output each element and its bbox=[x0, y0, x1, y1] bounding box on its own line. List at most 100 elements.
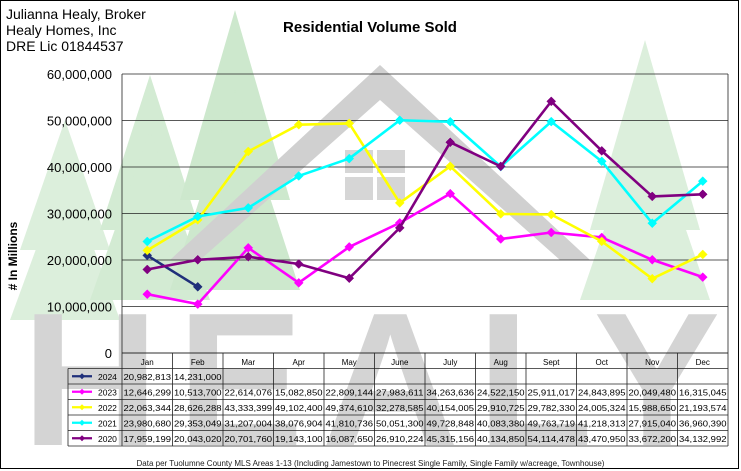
legend-label: 2021 bbox=[98, 418, 117, 428]
data-point-2021 bbox=[697, 176, 708, 186]
data-point-2022 bbox=[546, 209, 557, 220]
x-tick-label: Jan bbox=[141, 358, 154, 367]
data-point-2022 bbox=[243, 146, 254, 157]
legend-marker-2022 bbox=[79, 404, 85, 411]
data-table-cell: 40,083,380 bbox=[477, 418, 525, 428]
data-table-cell: 49,728,848 bbox=[427, 418, 475, 428]
data-table-cell: 27,983,611 bbox=[376, 387, 424, 397]
data-table-cell: 45,315,156 bbox=[427, 434, 475, 444]
data-point-2021 bbox=[546, 116, 557, 127]
data-table-cell: 40,154,005 bbox=[427, 403, 475, 413]
data-point-2022 bbox=[647, 273, 658, 284]
data-point-2022 bbox=[697, 249, 708, 260]
data-point-2020 bbox=[243, 251, 254, 262]
broker-line-3: DRE Lic 01844537 bbox=[6, 38, 124, 54]
data-table-cell: 16,087,650 bbox=[326, 434, 374, 444]
data-point-2020 bbox=[546, 96, 557, 107]
data-point-2023 bbox=[495, 234, 506, 244]
data-table-cell: 24,843,895 bbox=[578, 387, 626, 397]
x-tick-label: Feb bbox=[191, 358, 205, 367]
legend-marker-2024 bbox=[79, 373, 85, 380]
data-point-2020 bbox=[394, 223, 405, 233]
y-tick-label: 40,000,000 bbox=[47, 160, 112, 175]
data-point-2021 bbox=[445, 116, 456, 127]
legend-marker-2020 bbox=[79, 435, 85, 442]
y-tick-label: 60,000,000 bbox=[47, 67, 112, 82]
data-table-cell: 32,278,585 bbox=[376, 403, 424, 413]
data-table-cell: 23,980,680 bbox=[124, 418, 172, 428]
data-table-cell: 17,959,199 bbox=[124, 434, 172, 444]
data-table-cell: 20,982,813 bbox=[124, 372, 172, 382]
data-point-2023 bbox=[697, 272, 708, 282]
y-tick-label: 0 bbox=[105, 346, 112, 361]
data-point-2021 bbox=[293, 171, 304, 181]
data-point-2020 bbox=[445, 137, 456, 148]
data-point-2023 bbox=[546, 227, 557, 238]
data-table-cell: 34,263,636 bbox=[427, 387, 475, 397]
tree-right-shape bbox=[580, 110, 710, 300]
tree-left-shape bbox=[10, 170, 120, 320]
data-point-2023 bbox=[293, 278, 304, 288]
data-table-cell: 38,076,904 bbox=[275, 418, 323, 428]
x-tick-label: Sept bbox=[543, 358, 560, 367]
data-point-2023 bbox=[647, 254, 658, 265]
data-point-2024 bbox=[142, 250, 153, 261]
data-point-2022 bbox=[445, 161, 456, 172]
data-table-cell: 22,614,076 bbox=[225, 387, 273, 397]
data-table-cell: 20,043,020 bbox=[174, 434, 222, 444]
data-table-cell: 25,911,017 bbox=[528, 387, 576, 397]
data-point-2024 bbox=[192, 281, 203, 292]
data-table-cell: 24,522,150 bbox=[477, 387, 525, 397]
broker-line-1: Julianna Healy, Broker bbox=[6, 6, 146, 22]
data-table-cell: 43,333,399 bbox=[225, 403, 273, 413]
x-tick-label: Oct bbox=[596, 358, 609, 367]
legend-marker-2021 bbox=[79, 419, 85, 426]
data-point-2021 bbox=[243, 203, 254, 213]
data-table-cell: 22,809,144 bbox=[326, 387, 374, 397]
data-table-cell: 40,134,850 bbox=[477, 434, 525, 444]
data-point-2022 bbox=[495, 209, 506, 219]
data-table-cell: 19,143,100 bbox=[275, 434, 323, 444]
data-table-cell: 41,810,736 bbox=[326, 418, 374, 428]
data-table-cell: 10,513,700 bbox=[174, 387, 222, 397]
data-point-2020 bbox=[344, 273, 355, 284]
data-point-2022 bbox=[596, 236, 607, 247]
data-point-2021 bbox=[344, 153, 355, 164]
house-roof-shape bbox=[170, 65, 590, 260]
data-point-2020 bbox=[495, 161, 506, 172]
data-table-cell: 31,207,004 bbox=[225, 418, 273, 428]
data-point-2022 bbox=[394, 198, 405, 208]
y-tick-label: 10,000,000 bbox=[47, 300, 112, 315]
data-table-cell: 20,701,760 bbox=[225, 434, 273, 444]
data-table-cell: 14,231,000 bbox=[174, 372, 222, 382]
data-table-cell: 29,782,330 bbox=[528, 403, 576, 413]
data-point-2023 bbox=[192, 299, 203, 309]
data-table-cell: 15,082,850 bbox=[275, 387, 323, 397]
x-tick-label: Mar bbox=[241, 358, 255, 367]
data-point-2021 bbox=[647, 218, 658, 229]
data-point-2020 bbox=[697, 189, 708, 200]
series-line-2020 bbox=[147, 100, 703, 280]
broker-line-2: Healy Homes, Inc bbox=[6, 22, 117, 38]
data-point-2021 bbox=[142, 236, 153, 247]
data-table-cell: 24,005,324 bbox=[578, 403, 626, 413]
data-point-2023 bbox=[445, 188, 456, 199]
data-point-2022 bbox=[344, 118, 355, 129]
legend-label: 2023 bbox=[98, 387, 117, 397]
y-tick-label: 50,000,000 bbox=[47, 114, 112, 129]
x-tick-label: Nov bbox=[645, 358, 659, 367]
data-point-2020 bbox=[142, 264, 153, 275]
data-table-cell: 34,132,992 bbox=[679, 434, 727, 444]
x-tick-label: Aug bbox=[494, 358, 508, 367]
series-line-2024 bbox=[146, 254, 199, 288]
data-point-2023 bbox=[142, 289, 153, 300]
data-table-cell: 29,353,049 bbox=[174, 418, 222, 428]
series-line-2022 bbox=[146, 122, 704, 280]
data-table-cell: 49,102,400 bbox=[275, 403, 323, 413]
data-point-2021 bbox=[192, 211, 203, 222]
data-table-cell: 36,960,390 bbox=[679, 418, 727, 428]
data-source-note: Data per Tuolumne County MLS Areas 1-13 … bbox=[136, 459, 605, 468]
data-point-2020 bbox=[293, 259, 304, 269]
legend-label: 2022 bbox=[98, 403, 117, 413]
data-table-cell: 29,910,725 bbox=[477, 403, 525, 413]
